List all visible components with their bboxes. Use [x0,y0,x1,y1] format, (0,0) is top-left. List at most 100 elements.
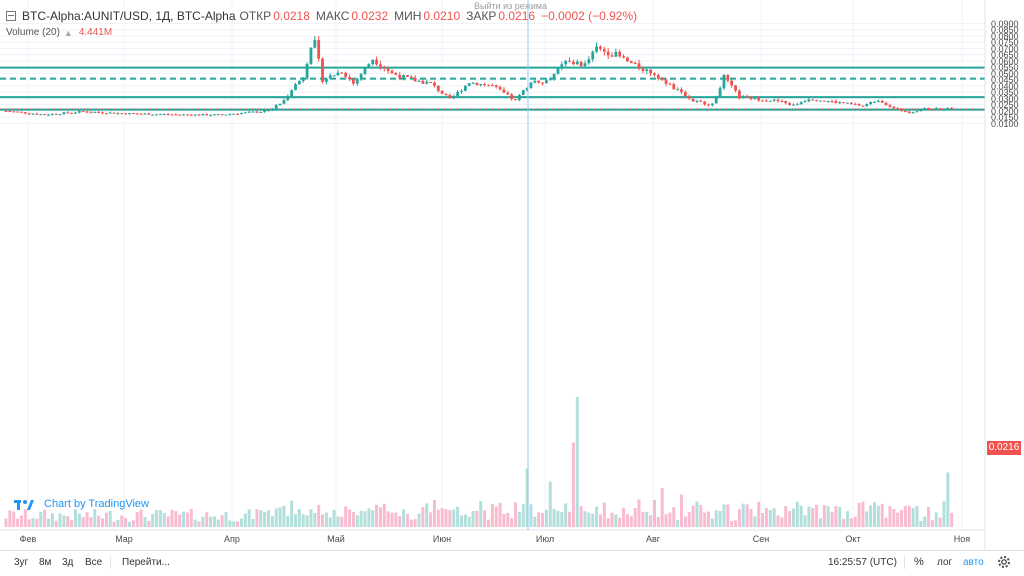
range-3y-button[interactable]: 3уг [14,557,29,568]
candle-body [807,99,811,102]
candle-body [128,113,131,115]
candle-body [861,105,865,107]
volume-bar [710,518,714,527]
time-tick-label: Июл [536,534,554,544]
volume-bar [753,516,757,527]
candle-body [514,99,517,101]
candle-body [792,104,795,106]
volume-bar [332,509,336,527]
candle-body [363,67,367,74]
candle-body [946,108,950,110]
tradingview-watermark[interactable]: Chart by TradingView [14,496,149,512]
volume-bar [764,507,768,527]
volume-bar [162,512,166,527]
volume-bar [77,513,81,527]
gear-icon[interactable] [996,554,1012,570]
volume-bar [529,504,533,527]
volume-bar [50,513,54,527]
exit-replay-link[interactable]: Выйти из режима [474,1,547,11]
clock-timezone[interactable]: 16:25:57 (UTC) [828,557,897,568]
candlesticks [4,35,954,117]
bottom-toolbar: 3уг 8м 3д Все Перейти... 16:25:57 (UTC) … [0,550,1024,576]
price-tick-label: 0.0500 [991,69,1019,79]
candle-body [834,101,838,103]
volume-bar [421,507,425,527]
percent-scale-toggle[interactable]: % [914,556,924,568]
candle-body [259,111,263,113]
candle-body [8,110,12,112]
volume-bar [687,512,691,527]
price-axis[interactable]: 0.09000.08500.08000.07500.07000.06500.06… [991,19,1019,129]
range-3d-button[interactable]: 3д [62,557,74,568]
volume-bar [425,503,429,527]
candle-body [942,109,946,111]
horizontal-lines[interactable] [0,66,985,111]
symbol-title[interactable]: BTC-Alpha:AUNIT/USD, 1Д, BTC-Alpha [22,9,236,23]
volume-bar [938,517,942,527]
volume-bar [614,514,618,527]
time-tick-label: Май [327,534,345,544]
candle-body [247,111,251,113]
candle-body [857,104,861,106]
volume-bar [784,505,788,527]
range-all-button[interactable]: Все [85,557,103,568]
volume-bar [838,506,842,527]
volume-bar [286,516,290,527]
price-tick-label: 0.0650 [991,50,1019,60]
candle-body [209,115,212,117]
candle-body [124,113,128,115]
price-chart[interactable]: 0.09000.08500.08000.07500.07000.06500.06… [0,0,1024,550]
candle-body [610,55,614,57]
candle-body [768,100,772,102]
volume-bar [23,509,27,527]
time-tick-label: Мар [115,534,133,544]
collapse-icon[interactable] [6,11,16,21]
candle-body [371,59,375,65]
candle-body [560,64,564,68]
volume-value: 4.441M [78,27,113,38]
candle-body [865,104,869,106]
time-axis[interactable]: Фев Мар Апр Май Июн Июл Авг Сен Окт Ноя [20,534,971,544]
volume-bar [255,509,259,527]
volume-bar [907,505,911,527]
candle-body [803,101,807,103]
volume-bar [228,520,232,527]
price-tick-label: 0.0350 [991,88,1019,98]
volume-arrow-icon[interactable]: ▲ [63,27,73,38]
volume-bar [660,488,664,527]
auto-scale-toggle[interactable]: авто [963,557,984,568]
candle-body [691,98,695,102]
goto-date-button[interactable]: Перейти... [122,557,170,568]
chart-grid [0,0,985,530]
volume-bar [19,515,23,527]
volume-bar [676,519,680,527]
candle-body [216,114,220,116]
candle-body [101,112,104,114]
volume-bar [876,505,880,527]
candle-body [301,78,305,82]
volume-bar [703,512,707,527]
high-label: МАКС [315,9,350,23]
volume-bar [239,518,243,527]
candle-body [139,113,143,115]
candle-body [738,90,741,99]
time-tick-label: Сен [753,534,770,544]
last-price-tag: 0.0216 [987,441,1021,455]
volume-bar [305,515,309,527]
candle-body [676,89,680,91]
volume-bar [726,504,730,527]
range-8m-button[interactable]: 8м [39,557,52,568]
candle-body [683,92,687,97]
candle-body [58,114,62,116]
candle-body [869,102,873,105]
candle-body [672,84,676,90]
volume-label[interactable]: Volume (20) [6,27,60,38]
volume-bar [274,508,278,527]
volume-bar [193,519,197,527]
candle-body [213,114,216,116]
volume-bar [849,518,853,527]
volume-bar [834,506,838,527]
log-scale-toggle[interactable]: лог [937,557,953,568]
volume-bar [197,521,201,527]
volume-bar [12,511,16,527]
